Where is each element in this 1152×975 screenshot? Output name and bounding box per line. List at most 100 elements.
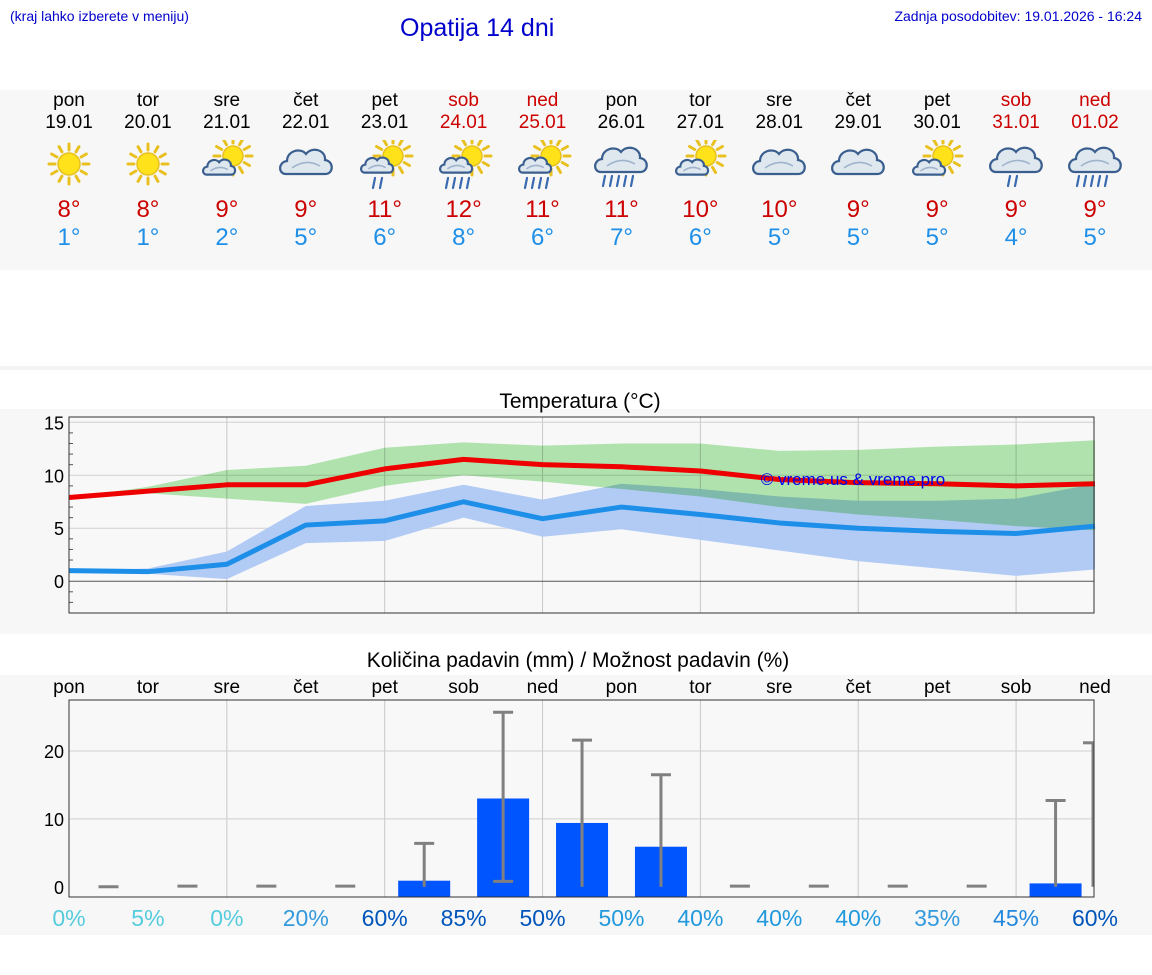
day-date: 22.01 [281,112,330,133]
day-name: ned [1079,90,1111,111]
day-date: 24.01 [439,112,488,133]
day-name: pet [923,90,951,111]
day-column: pet 23.01 11° 6° [345,90,425,252]
precip-probability-label: 35% [914,905,960,931]
day-date: 30.01 [913,112,961,133]
day-date: 27.01 [676,112,725,133]
sun-icon [47,142,91,186]
sun-cloud-icon [201,140,254,177]
day-name: ned [526,90,559,111]
min-temperature: 7° [609,224,633,251]
error-bar [414,841,435,887]
error-bar [572,738,593,887]
day-name: pon [53,90,85,111]
sun-rain-icon [359,140,414,190]
min-temperature: 6° [531,224,554,251]
error-bar [808,884,829,888]
precip-probability-label: 40% [835,905,881,931]
max-temperature: 11° [525,196,560,223]
max-temperature: 8° [136,196,160,223]
max-temperature: 9° [846,196,870,223]
precipitation-chart: Količina padavin (mm) / Možnost padavin … [0,649,1152,935]
y-tick-label: 0 [54,572,64,592]
day-column: pon 19.01 8° 1° [29,90,109,252]
y-tick-label: 10 [44,810,64,830]
max-temperature: 9° [294,196,318,223]
y-tick-label: 10 [44,466,64,486]
precip-bar [1029,883,1082,897]
day-column: čet 22.01 9° 5° [266,90,346,252]
max-temperature: 9° [215,196,239,223]
error-bar [966,884,987,888]
x-category-label: sre [766,677,792,698]
precip-probability-label: 60% [362,905,408,931]
error-bar [335,884,356,888]
x-category-label: sre [214,677,240,698]
day-name: čet [845,90,871,111]
day-name: pet [371,90,398,111]
precip-probability-label: 50% [598,905,644,931]
max-temperature: 8° [57,196,81,223]
cloud-icon [278,148,333,176]
error-bar [1045,799,1066,887]
day-date: 21.01 [203,112,251,133]
day-name: pon [605,90,638,111]
max-temperature: 10° [682,196,719,223]
day-name: čet [293,90,319,111]
cloud-heavy-rain-icon [1068,146,1122,188]
max-temperature: 9° [1083,196,1107,223]
day-date: 31.01 [992,112,1040,133]
day-date: 23.01 [360,112,409,133]
day-column: ned 25.01 11° 6° [503,90,583,252]
day-column: sre 28.01 10° 5° [739,90,819,252]
max-temperature: 9° [925,196,949,223]
location-hint: (kraj lahko izberete v meniju) [10,8,189,24]
x-category-label: pon [606,677,638,698]
min-temperature: 5° [767,224,791,251]
x-category-label: pon [53,677,85,698]
precip-probability-label: 40% [756,905,802,931]
day-name: sob [448,90,479,111]
x-category-label: pet [924,677,951,698]
cloud-rain-icon [989,146,1043,188]
day-date: 19.01 [45,112,93,133]
error-bar [493,710,514,883]
min-temperature: 8° [452,224,476,251]
x-category-label: ned [1079,677,1111,698]
y-tick-label: 5 [54,519,64,539]
max-temperature-line [68,456,1096,501]
max-temperature: 11° [604,196,639,223]
day-name: sre [766,90,793,111]
x-category-label: tor [137,677,160,698]
y-tick-label: 20 [44,742,64,762]
x-category-label: čet [293,677,319,698]
precip-probability-label: 0% [52,905,85,931]
min-temperature: 5° [846,224,870,251]
day-column: pet 30.01 9° 5° [897,90,977,252]
min-temperature: 1° [136,224,160,251]
day-column: tor 20.01 8° 1° [108,90,188,252]
chart-title: Količina padavin (mm) / Možnost padavin … [367,649,790,672]
separator [0,366,1152,370]
day-name: tor [136,90,160,111]
sun-icon [126,142,170,186]
precip-probability-label: 20% [283,905,329,931]
x-category-label: čet [846,677,872,698]
sun-heavy-rain-icon [438,140,493,190]
precip-probability-label: 0% [210,905,243,931]
cloud-icon [831,148,886,176]
day-name: sob [1000,90,1032,111]
sun-heavy-rain-icon [517,140,572,190]
error-bar [729,884,750,888]
day-date: 25.01 [518,112,567,133]
cloud-icon [752,148,807,176]
max-temperature: 10° [761,196,798,223]
temperature-chart: Temperatura (°C) 0 5 10 15 © vreme.us & vreme… [0,390,1152,634]
x-category-label: tor [689,677,712,698]
min-temperature: 5° [1083,224,1107,251]
precip-probability-label: 45% [993,905,1039,931]
min-temperature: 6° [688,224,712,251]
day-date: 01.02 [1071,112,1119,133]
day-column: sob 24.01 12° 8° [424,90,504,252]
day-column: sob 31.01 9° 4° [976,90,1056,252]
